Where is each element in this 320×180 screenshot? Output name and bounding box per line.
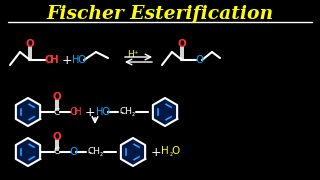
Text: O: O <box>69 107 77 117</box>
Text: ₂: ₂ <box>132 109 135 118</box>
Text: ₂: ₂ <box>169 148 172 158</box>
Text: H: H <box>161 146 169 156</box>
Text: H⁺: H⁺ <box>127 50 139 59</box>
Text: O: O <box>77 55 85 65</box>
Polygon shape <box>121 138 145 166</box>
Text: +: + <box>85 105 95 118</box>
Text: H: H <box>50 55 58 65</box>
Text: O: O <box>178 39 186 49</box>
Text: ₂: ₂ <box>100 148 103 158</box>
Text: O: O <box>195 55 203 65</box>
Text: Fischer Esterification: Fischer Esterification <box>46 5 274 23</box>
Text: C: C <box>54 147 60 156</box>
Text: +: + <box>151 145 161 159</box>
Text: O: O <box>52 132 61 142</box>
Text: O: O <box>52 92 61 102</box>
Text: O: O <box>171 146 179 156</box>
Polygon shape <box>16 138 40 166</box>
Text: H: H <box>74 107 82 117</box>
Text: C: C <box>54 107 60 116</box>
Polygon shape <box>153 98 177 126</box>
Text: O: O <box>101 107 109 117</box>
Text: CH: CH <box>87 147 100 156</box>
Text: CH: CH <box>119 107 132 116</box>
Text: +: + <box>62 53 72 66</box>
Text: -: - <box>87 147 91 157</box>
Text: H: H <box>96 107 104 117</box>
Text: -: - <box>119 107 123 117</box>
Text: H: H <box>72 55 80 65</box>
Text: O: O <box>26 39 34 49</box>
Polygon shape <box>16 98 40 126</box>
Text: O: O <box>69 147 77 157</box>
Text: O: O <box>44 55 53 65</box>
